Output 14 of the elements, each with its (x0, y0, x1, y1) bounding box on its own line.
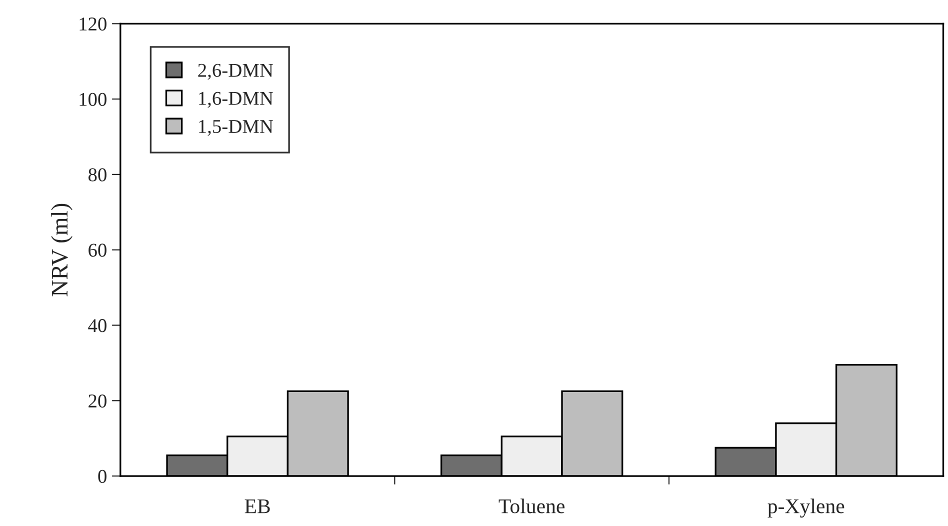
y-tick-label: 100 (80, 92, 106, 106)
legend-label: 2,6-DMN (198, 64, 274, 80)
x-tick-label: p-Xylene (768, 498, 844, 518)
legend-label: 1,5-DMN (199, 120, 274, 136)
y-tick-label: 40 (88, 319, 106, 332)
y-tick-label: 120 (80, 17, 106, 31)
legend-label: 1,6-DMN (199, 92, 274, 108)
y-tick-label: 20 (88, 394, 106, 408)
x-tick-label: Toluene (498, 498, 565, 514)
x-tick-label: EB (244, 499, 270, 514)
y-axis-title: NRV (ml) (51, 204, 72, 296)
y-tick-label: 60 (88, 244, 106, 257)
y-tick-label: 80 (88, 168, 106, 182)
y-tick-label: 0 (98, 470, 106, 483)
